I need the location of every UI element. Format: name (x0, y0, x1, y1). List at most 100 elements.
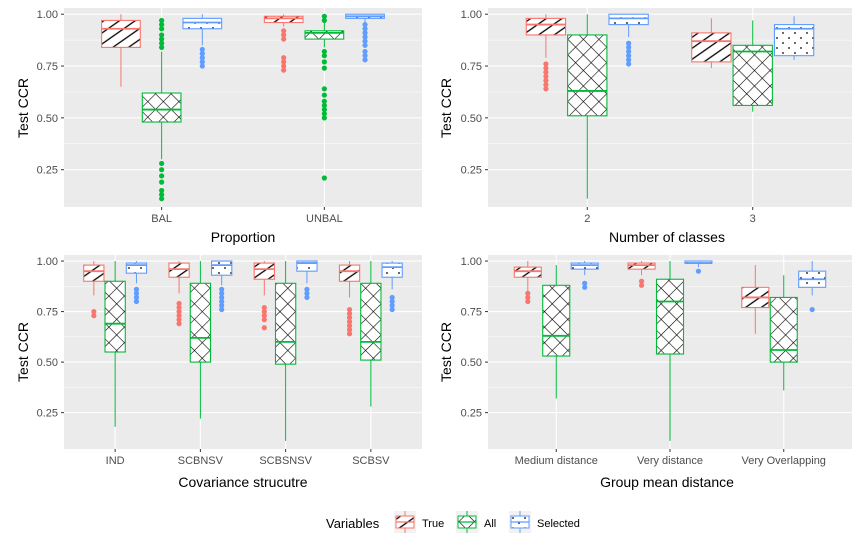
outlier-point (389, 294, 395, 301)
outlier-point (543, 73, 549, 80)
box-body (608, 13, 649, 26)
box-selected-scbsnsv (296, 260, 318, 301)
x-axis-label: Number of classes (609, 229, 725, 245)
x-tick-label: SCBSV (352, 455, 390, 467)
outlier-point (304, 286, 310, 292)
outlier-point (321, 111, 327, 117)
outlier-point (321, 106, 327, 113)
outlier-point (261, 317, 267, 323)
outlier-point (346, 323, 353, 329)
outlier-point (626, 61, 632, 67)
outlier-point (626, 44, 632, 50)
box-body (263, 15, 304, 24)
box-body (253, 262, 275, 280)
box-body (655, 278, 685, 355)
outlier-point (261, 313, 267, 319)
box-body (570, 262, 599, 270)
box-all-very-overlapping (769, 275, 798, 391)
box-true-bal (101, 14, 141, 87)
outlier-point (159, 173, 165, 179)
box-true-very-distance (627, 261, 656, 288)
x-tick-label: Very Overlapping (742, 455, 826, 467)
outlier-point (695, 268, 702, 274)
outlier-point (543, 61, 549, 67)
outlier-point (543, 86, 549, 92)
outlier-point (321, 13, 327, 19)
outlier-point (362, 42, 368, 48)
outlier-point (543, 69, 549, 75)
y-tick-label: 0.75 (461, 61, 482, 73)
box-body (627, 262, 656, 270)
outlier-point (159, 187, 165, 194)
x-tick-label: Very distance (637, 455, 703, 467)
outlier-point (626, 57, 632, 63)
outlier-point (261, 308, 267, 315)
box-body (732, 44, 773, 106)
outlier-point (582, 280, 588, 286)
box-selected-2 (608, 13, 649, 67)
outlier-point (362, 21, 368, 28)
box-body (338, 264, 361, 282)
outlier-point (176, 317, 182, 323)
box-body (274, 282, 297, 365)
box-true-3 (691, 18, 732, 69)
outlier-point (321, 102, 327, 109)
outlier-point (543, 77, 549, 84)
outlier-point (219, 306, 225, 313)
outlier-point (159, 26, 165, 32)
box-body (141, 92, 182, 123)
box-body (513, 266, 542, 278)
outlier-point (321, 65, 327, 71)
box-body (83, 264, 105, 282)
outlier-point (321, 98, 327, 104)
box-body (525, 17, 567, 36)
outlier-point (346, 327, 353, 333)
box-selected-scbnsv (211, 260, 233, 313)
box-true-2 (525, 14, 567, 92)
outlier-point (321, 115, 327, 121)
box-body (360, 282, 382, 361)
box-all-ind (104, 261, 126, 427)
box-body (304, 30, 345, 40)
outlier-point (321, 175, 327, 181)
x-axis-label: Covariance strucutre (178, 474, 307, 490)
y-axis-label: Test CCR (15, 322, 31, 382)
outlier-point (281, 55, 287, 61)
legend-label: True (422, 518, 444, 530)
box-selected-very-overlapping (798, 261, 827, 313)
y-tick-label: 0.25 (37, 408, 58, 420)
outlier-point (176, 321, 182, 327)
box-body (542, 284, 571, 357)
outlier-point (176, 308, 182, 315)
box-body (101, 19, 141, 48)
x-tick-label: IND (106, 455, 125, 467)
outlier-point (809, 306, 815, 313)
box-selected-very-distance (684, 260, 713, 274)
outlier-point (346, 331, 353, 337)
outlier-point (159, 40, 165, 46)
box-body (168, 262, 190, 278)
y-tick-label: 0.25 (461, 408, 482, 420)
outlier-point (281, 63, 287, 69)
panel-3: 0.25 0.50 0.75 1.00 IND SCBNSV SCBSNSV SCBSV Cov… (15, 255, 422, 490)
outlier-point (176, 304, 182, 311)
legend-title: Variables (326, 516, 380, 531)
box-true-scbsnsv (253, 261, 275, 331)
box-selected-medium-distance (570, 261, 599, 290)
y-tick-label: 0.25 (461, 165, 482, 177)
outlier-point (346, 315, 353, 321)
outlier-point (304, 294, 310, 301)
outlier-point (261, 304, 267, 311)
y-axis-label: Test CCR (15, 78, 31, 138)
outlier-point (525, 298, 531, 305)
box-body (296, 260, 318, 272)
box-body (211, 260, 233, 276)
outlier-point (91, 313, 97, 319)
outlier-point (176, 300, 182, 307)
outlier-point (626, 48, 632, 55)
outlier-point (543, 82, 549, 88)
box-true-unbal (263, 14, 304, 73)
outlier-point (362, 34, 368, 40)
outlier-point (219, 302, 225, 309)
